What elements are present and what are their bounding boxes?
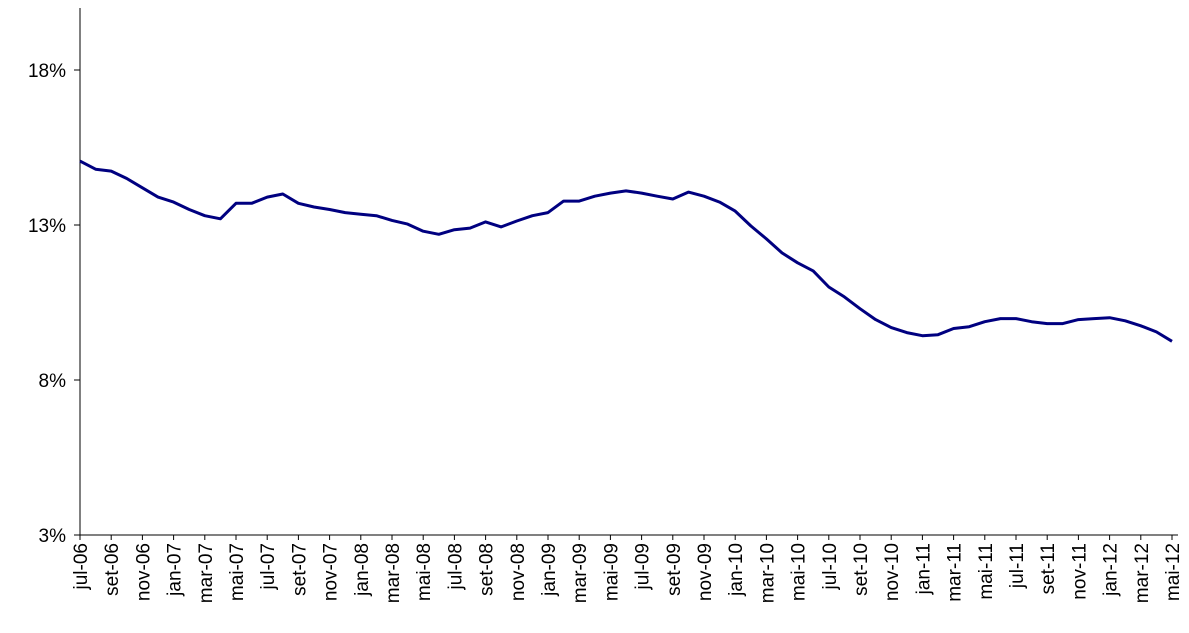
x-tick-label: jul-09 [633,543,654,590]
x-tick-label: jan-11 [913,543,934,595]
x-tick-label: jul-07 [258,543,279,590]
x-tick-label: mar-12 [1132,543,1153,603]
x-tick-label: set-06 [102,543,123,596]
x-tick-label: jan-09 [539,543,560,597]
x-tick-label: jan-08 [352,543,373,597]
y-tick-label: 8% [39,371,67,392]
x-tick-label: mar-10 [757,543,778,603]
x-tick-label: nov-11 [1069,543,1090,600]
x-tick-label: nov-06 [133,543,154,601]
y-tick-label: 13% [28,216,66,237]
x-tick-label: set-10 [851,543,872,596]
x-tick-label: jul-11 [1007,543,1028,589]
x-tick-label: nov-07 [321,543,342,601]
x-tick-label: set-08 [477,543,498,596]
x-tick-label: jul-06 [71,543,92,590]
x-tick-label: nov-08 [508,543,529,601]
x-tick-label: mai-08 [414,543,435,601]
x-tick-label: mar-09 [570,543,591,603]
x-tick-label: mai-07 [227,543,248,601]
x-tick-label: mai-09 [601,543,622,601]
x-tick-label: mai-11 [976,543,997,600]
x-tick-label: jan-07 [165,543,186,597]
x-tick-label: set-07 [289,543,310,596]
x-tick-label: mar-08 [383,543,404,603]
x-tick-label: set-09 [664,543,685,596]
y-tick-label: 3% [39,526,67,547]
x-tick-label: set-11 [1038,543,1059,594]
x-tick-label: mai-10 [789,543,810,601]
x-tick-label: jan-10 [726,543,747,597]
x-tick-label: mai-12 [1163,543,1184,601]
x-tick-label: jan-12 [1101,543,1122,597]
x-tick-label: mar-11 [945,543,966,602]
data-line [79,159,1173,343]
x-tick-label: mar-07 [196,543,217,603]
x-tick-label: jul-08 [445,543,466,590]
x-tick-label: jul-10 [820,543,841,590]
x-tick-label: nov-09 [695,543,716,601]
y-tick-label: 18% [28,61,66,82]
x-tick-label: nov-10 [882,543,903,601]
